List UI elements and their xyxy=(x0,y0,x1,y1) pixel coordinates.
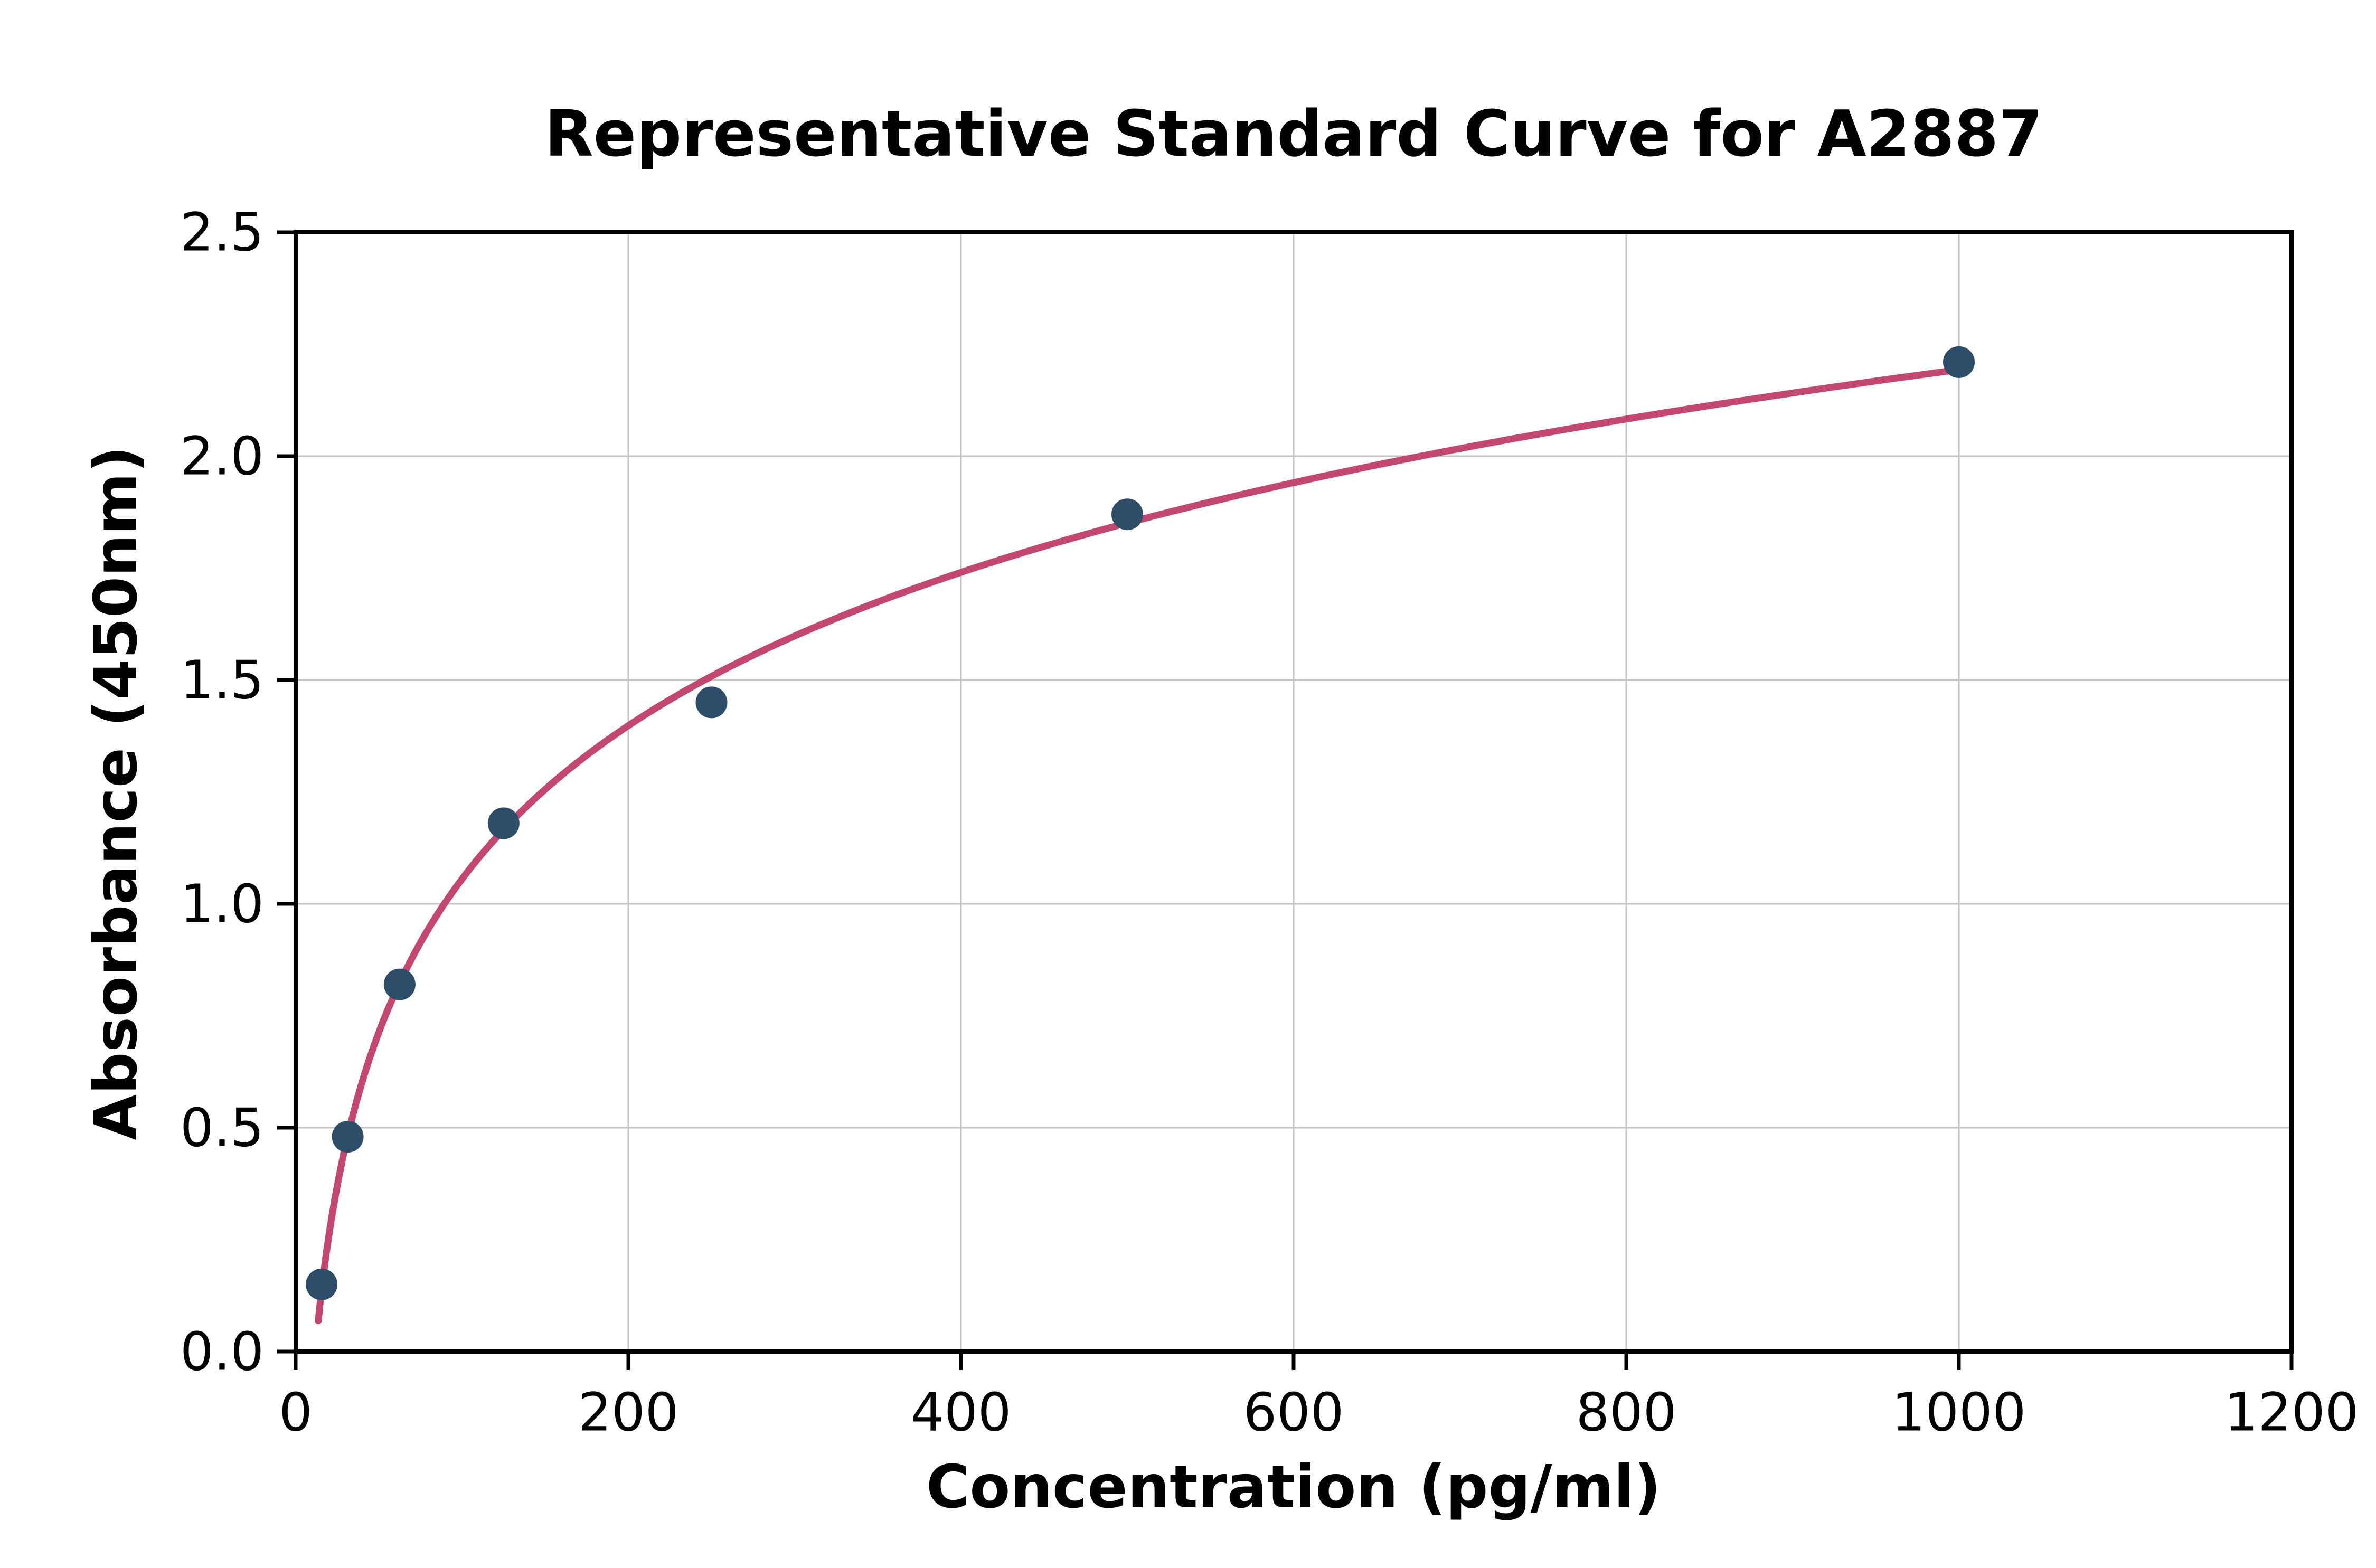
data-point xyxy=(383,968,416,1000)
y-axis-label: Absorbance (450nm) xyxy=(82,446,150,1140)
x-axis-label: Concentration (pg/ml) xyxy=(926,1453,1661,1522)
y-tick-label: 2.5 xyxy=(180,202,264,263)
y-tick-label: 0.5 xyxy=(180,1097,264,1159)
fit-curve xyxy=(315,366,1963,1325)
x-tick-label: 1200 xyxy=(2224,1381,2359,1443)
data-point xyxy=(695,686,728,719)
x-tick-label: 800 xyxy=(1576,1381,1677,1443)
y-axis-ticks: 0.0 0.5 1.0 1.5 2.0 2.5 xyxy=(180,202,296,1383)
y-tick-label: 0.0 xyxy=(180,1321,264,1383)
y-tick-label: 1.5 xyxy=(180,649,264,711)
data-point xyxy=(332,1121,364,1153)
x-tick-label: 0 xyxy=(279,1381,313,1443)
x-axis-ticks: 0 200 400 600 800 1000 1200 xyxy=(279,1352,2359,1443)
x-tick-label: 200 xyxy=(578,1381,679,1443)
x-tick-label: 600 xyxy=(1243,1381,1344,1443)
y-tick-label: 2.0 xyxy=(180,426,264,487)
data-point xyxy=(306,1268,338,1300)
data-point xyxy=(487,807,520,839)
data-points xyxy=(306,346,1975,1300)
y-tick-label: 1.0 xyxy=(180,873,264,935)
data-point xyxy=(1943,346,1975,378)
data-point xyxy=(1111,498,1143,531)
chart-title: Representative Standard Curve for A2887 xyxy=(544,98,2043,171)
x-tick-label: 400 xyxy=(911,1381,1012,1443)
x-tick-label: 1000 xyxy=(1892,1381,2026,1443)
